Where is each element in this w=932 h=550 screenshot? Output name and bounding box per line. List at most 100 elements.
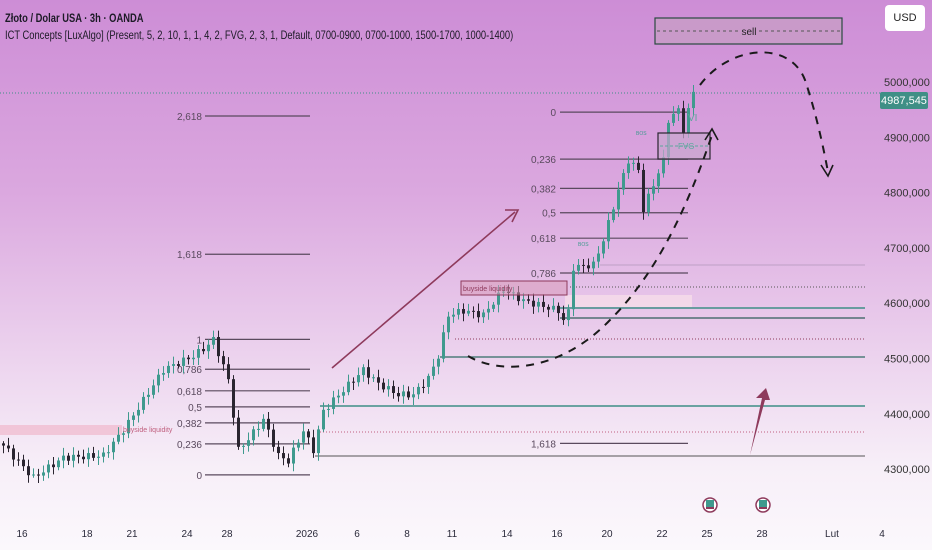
candle [582, 259, 585, 274]
candle [567, 304, 570, 327]
candle [122, 430, 125, 443]
fib-level-label: 0,618 [531, 234, 556, 245]
candle [347, 374, 350, 396]
candle [212, 330, 215, 349]
candle [32, 468, 35, 478]
x-tick-label: 21 [126, 529, 138, 540]
trend-arrow[interactable] [331, 211, 516, 369]
buyside-liquidity-label: buyside liquidity [463, 286, 513, 293]
price-axis[interactable]: 5000,000 4900,000 4800,000 4700,000 4600,000… [884, 77, 930, 476]
x-tick-label: 16 [16, 529, 28, 540]
candle [687, 103, 690, 138]
candle [352, 377, 355, 390]
candle [237, 410, 240, 450]
fib-level-label: 0,382 [531, 184, 556, 195]
candle [12, 444, 15, 467]
symbol-title[interactable]: Złoto / Dolar USA · 3h · OANDA [5, 11, 144, 25]
time-axis[interactable]: 16 18 21 24 28 2026 6 8 11 14 16 20 22 25 28 Lut 4 [16, 529, 885, 540]
candle [92, 446, 95, 461]
candle [142, 392, 145, 414]
candle [332, 390, 335, 415]
x-tick-label: 22 [656, 529, 668, 540]
x-tick-label: 2026 [296, 529, 319, 540]
candle [217, 330, 220, 363]
x-tick-label: 18 [81, 529, 93, 540]
candle [202, 341, 205, 355]
chart-header: Złoto / Dolar USA · 3h · OANDA ICT Conce… [5, 10, 513, 44]
y-tick-label: 4300,000 [884, 464, 930, 476]
projection-path-up[interactable] [467, 134, 713, 368]
candle [452, 308, 455, 323]
y-tick-label: 4600,000 [884, 298, 930, 310]
x-tick-label: 6 [354, 529, 360, 540]
fibonacci-levels[interactable]: 1 0,786 0,618 0,5 0,382 0,236 0 1,618 2,618 0 0,23… [177, 108, 688, 482]
us-flag-event-icon[interactable] [755, 497, 771, 513]
candle [397, 386, 400, 402]
sell-zone-box[interactable] [654, 17, 843, 45]
candle [22, 454, 25, 472]
candle [527, 294, 530, 304]
candle [417, 383, 420, 400]
projection-path-down[interactable] [699, 51, 829, 173]
candle [77, 450, 80, 464]
x-tick-label: 28 [756, 529, 768, 540]
buyside-liquidity-box[interactable] [460, 280, 568, 296]
candle [382, 378, 385, 393]
candle [362, 364, 365, 382]
indicator-legend[interactable]: ICT Concepts [LuxAlgo] (Present, 5, 2, 1… [5, 28, 514, 42]
candle [172, 356, 175, 374]
candle [457, 302, 460, 320]
fib-level-label: 1 [196, 335, 202, 346]
x-tick-label: 28 [221, 529, 233, 540]
candle [542, 294, 545, 313]
currency-button[interactable]: USD [885, 5, 925, 31]
candle [257, 421, 260, 437]
candle [402, 384, 405, 404]
candle [197, 345, 200, 365]
candle [357, 367, 360, 387]
candle [247, 432, 250, 452]
candle [192, 350, 195, 365]
candle [407, 386, 410, 400]
candle [282, 446, 285, 466]
candle [17, 452, 20, 466]
candle [577, 259, 580, 275]
candle [277, 440, 280, 460]
candle [587, 258, 590, 273]
candle [272, 423, 275, 452]
candle [57, 457, 60, 471]
up-arrow[interactable] [750, 388, 770, 455]
candle [167, 361, 170, 378]
candles [2, 84, 695, 484]
fib-level-label: 1,618 [177, 250, 202, 261]
fib-level-label: 0,786 [531, 269, 556, 280]
candle [87, 447, 90, 467]
candle [297, 439, 300, 452]
candle [162, 366, 165, 381]
candle [252, 426, 255, 446]
bos-label: BOS [636, 131, 647, 137]
candle [692, 84, 695, 116]
candle [292, 440, 295, 472]
candle [127, 412, 130, 439]
candle [617, 181, 620, 217]
us-flag-event-icon[interactable] [702, 497, 718, 513]
fib-level-label: 0 [196, 471, 202, 482]
candle [27, 459, 30, 483]
candle [287, 453, 290, 468]
x-tick-label: 11 [447, 529, 458, 540]
last-price-label: 4987,545 [880, 92, 928, 109]
candle [487, 301, 490, 320]
candle [387, 379, 390, 397]
candle [467, 303, 470, 317]
candle [472, 306, 475, 319]
candle [537, 298, 540, 313]
candle [222, 350, 225, 371]
candle [367, 359, 370, 385]
candle [157, 368, 160, 393]
candle [137, 402, 140, 423]
candle [232, 375, 235, 426]
candle [372, 374, 375, 382]
candle [117, 427, 120, 445]
